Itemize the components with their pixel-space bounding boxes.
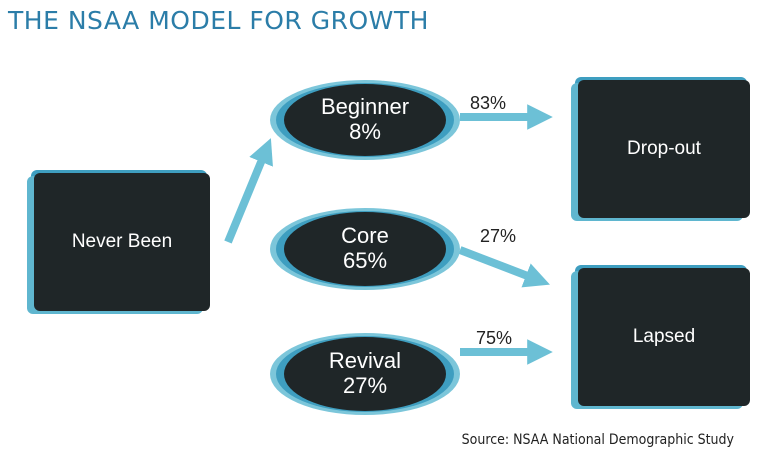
node-revival-label: Revival [328, 348, 402, 374]
arrow-core-to-lapsed [458, 246, 550, 288]
source-caption: Source: NSAA National Demographic Study [461, 432, 734, 448]
node-core-pct: 65% [342, 248, 388, 273]
node-beginner-pct: 8% [349, 119, 381, 144]
edge-label-core-lapsed: 27% [480, 226, 517, 246]
node-beginner-label: Beginner [320, 94, 410, 120]
edge-label-revival-lapsed: 75% [476, 328, 513, 348]
node-never-been-label: Never Been [71, 231, 173, 252]
node-revival-pct: 27% [342, 373, 388, 398]
arrow-never-to-beginner [224, 138, 273, 244]
node-drop-out: Drop-out [578, 80, 750, 218]
node-beginner: Beginner 8% [270, 80, 460, 160]
node-core: Core 65% [270, 208, 460, 290]
node-never-been: Never Been [34, 173, 210, 311]
diagram-title: THE NSAA MODEL FOR GROWTH [8, 6, 429, 35]
edge-label-beginner-dropout: 83% [470, 93, 507, 113]
node-lapsed-label: Lapsed [632, 326, 696, 347]
node-drop-out-label: Drop-out [627, 138, 701, 159]
node-core-label: Core [341, 223, 389, 249]
node-lapsed: Lapsed [578, 268, 750, 406]
node-revival: Revival 27% [270, 333, 460, 415]
